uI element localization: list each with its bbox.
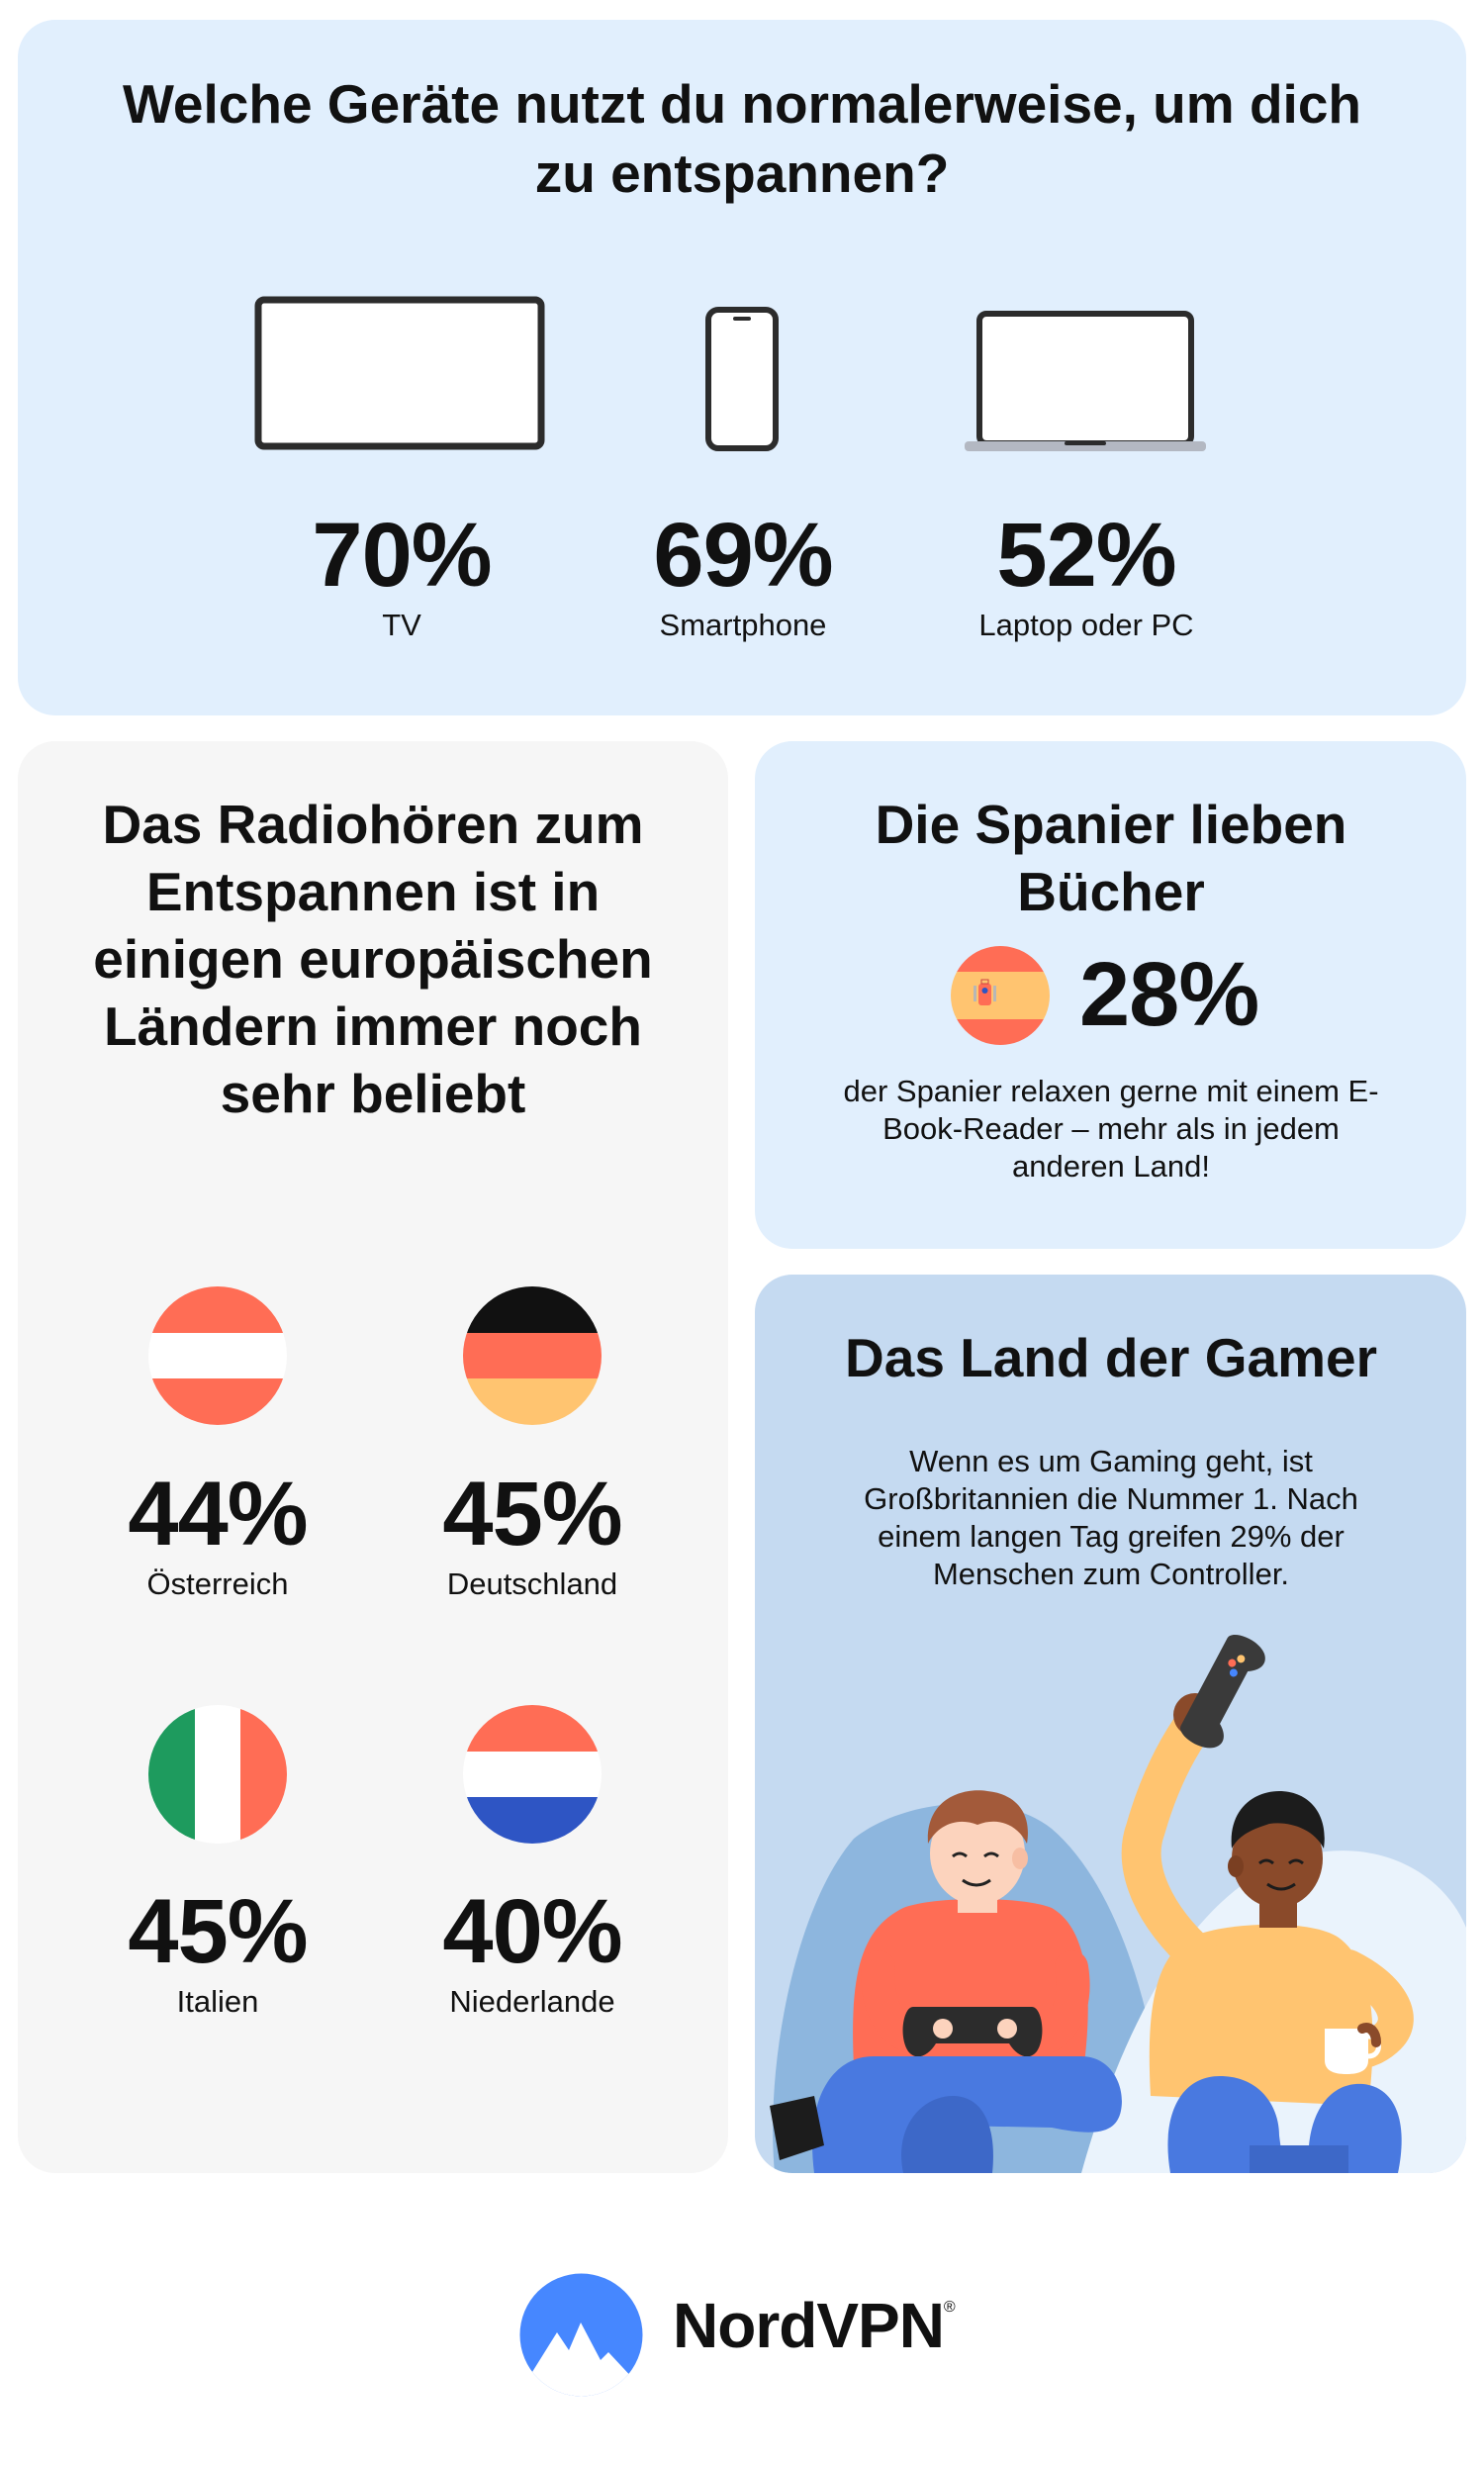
device-value: 52% (996, 505, 1176, 606)
italy-flag-icon (148, 1705, 287, 1844)
brand-registered-mark: ® (943, 2299, 956, 2316)
tv-icon (254, 296, 545, 450)
gamer-title: Das Land der Gamer (845, 1327, 1377, 1388)
device-value: 70% (312, 505, 492, 606)
netherlands-flag-icon (463, 1705, 602, 1844)
country-label: Österreich (146, 1566, 289, 1601)
spain-card: Die Spanier lieben Bücher 28% der Spanie… (755, 741, 1466, 1249)
austria-flag-icon (148, 1286, 287, 1425)
country-stat-italy: 45% Italien (89, 1886, 346, 2020)
radio-title: Das Radiohören zum Entspannen ist in ein… (93, 794, 653, 1124)
country-label: Niederlande (449, 1984, 615, 2019)
device-label: TV (382, 608, 421, 642)
spain-text: der Spanier relaxen gerne mit einem E-Bo… (843, 1074, 1379, 1184)
gamers-illustration (770, 1635, 1466, 2173)
brand-name: NordVPN® (673, 2294, 956, 2357)
country-stat-austria: 44% Österreich (89, 1469, 346, 1602)
germany-flag-icon (463, 1286, 602, 1425)
gamer-card: Das Land der Gamer Wenn es um Gaming geh… (755, 1275, 1466, 2173)
device-stat-tv: 70% TV (253, 510, 550, 643)
spain-title: Die Spanier lieben Bücher (875, 794, 1347, 922)
spain-flag-icon (951, 946, 1050, 1045)
country-value: 40% (442, 1881, 622, 1982)
devices-title: Welche Geräte nutzt du normalerweise, um… (122, 73, 1362, 204)
nordvpn-logo-icon (519, 2273, 643, 2397)
spain-value: 28% (1079, 944, 1259, 1045)
device-stat-smartphone: 69% Smartphone (595, 510, 891, 643)
device-stat-laptop: 52% Laptop oder PC (938, 510, 1235, 643)
country-label: Italien (176, 1984, 259, 2019)
smartphone-icon (705, 307, 779, 451)
country-value: 45% (442, 1464, 622, 1565)
device-value: 69% (653, 505, 833, 606)
devices-card: Welche Geräte nutzt du normalerweise, um… (18, 20, 1466, 715)
gamer-text: Wenn es um Gaming geht, ist Großbritanni… (864, 1444, 1358, 1591)
device-label: Laptop oder PC (978, 608, 1194, 642)
laptop-icon (965, 311, 1206, 451)
brand-text: NordVPN (673, 2290, 945, 2361)
device-label: Smartphone (659, 608, 827, 642)
country-stat-germany: 45% Deutschland (404, 1469, 661, 1602)
country-value: 45% (128, 1881, 308, 1982)
country-stat-netherlands: 40% Niederlande (404, 1886, 661, 2020)
country-label: Deutschland (446, 1566, 618, 1601)
country-value: 44% (128, 1464, 308, 1565)
radio-card: Das Radiohören zum Entspannen ist in ein… (18, 741, 728, 2173)
